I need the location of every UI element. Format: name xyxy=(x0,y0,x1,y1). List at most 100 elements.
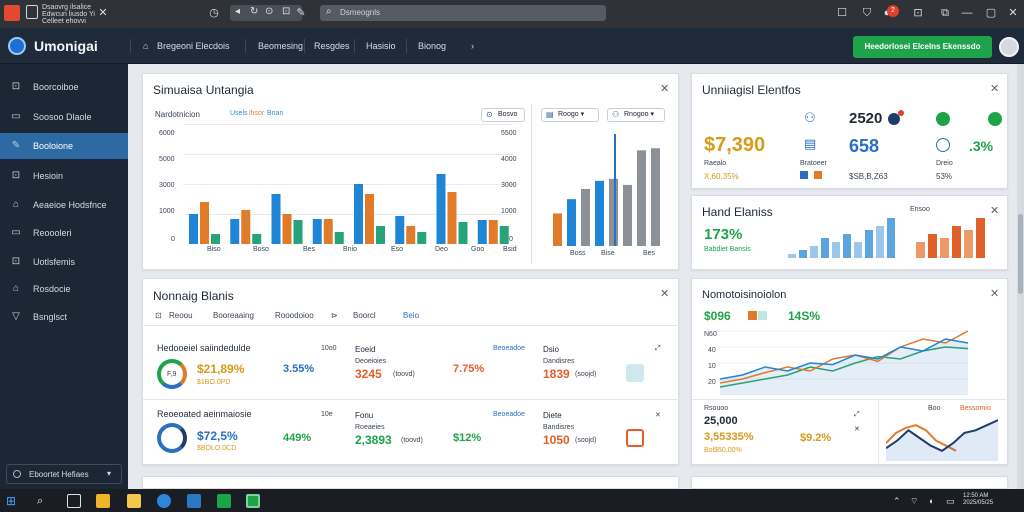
bar xyxy=(637,150,646,246)
expand-icon[interactable]: ⤢ xyxy=(854,411,860,418)
maximize-icon[interactable]: ▢ xyxy=(985,7,997,19)
edit-icon[interactable]: ✎ xyxy=(296,7,306,19)
volume-icon[interactable]: ◖ xyxy=(928,496,934,506)
home-icon[interactable]: ⌂ xyxy=(143,41,149,51)
scrollbar-thumb[interactable] xyxy=(1018,214,1023,294)
legend-item: Usels xyxy=(230,110,248,117)
y-tick: 1000 xyxy=(159,208,175,215)
tab-beio[interactable]: Beio xyxy=(403,311,420,320)
dropdown-label: Rnogoo xyxy=(624,111,649,118)
tile-icon[interactable]: ⊡ xyxy=(913,7,923,19)
start-icon[interactable]: ⊞ xyxy=(6,494,17,508)
close-icon[interactable]: ✕ xyxy=(98,7,108,19)
group-dropdown[interactable]: ⚇ Rnogoo ▾ xyxy=(607,108,665,122)
link-icon[interactable]: ⊙ xyxy=(265,6,274,17)
document-icon xyxy=(26,5,38,19)
sidebar-item-5[interactable]: ⌂ Aeaeioe Hodsfnce xyxy=(0,192,128,218)
battery-icon[interactable]: ▭ xyxy=(946,496,955,506)
search-icon[interactable]: ⌕ xyxy=(37,495,44,507)
close-icon[interactable]: ✕ xyxy=(990,205,1000,217)
task-view-icon[interactable] xyxy=(67,494,81,508)
bar xyxy=(609,178,618,246)
expand-icon[interactable]: ✕ xyxy=(655,412,661,419)
sidebar-item-7[interactable]: ⊡ Uotlsfemis xyxy=(0,249,128,275)
stat-label: 10o0 xyxy=(321,345,337,352)
chevron-right-icon[interactable]: › xyxy=(471,41,474,51)
image-icon[interactable] xyxy=(626,364,644,382)
y-tick: 10 xyxy=(708,363,716,370)
nav-link-3[interactable]: Resgdes xyxy=(314,41,350,51)
info-icon xyxy=(936,138,950,152)
sidebar-item-label: Aeaeioe Hodsfnce xyxy=(33,200,107,210)
close-icon[interactable]: ✕ xyxy=(990,288,1000,300)
browser-icon[interactable] xyxy=(157,494,171,508)
folder-icon[interactable] xyxy=(96,494,110,508)
refresh-icon[interactable]: ↻ xyxy=(250,6,259,17)
workspace-selector[interactable]: Eboortet Hefiaes ▾ xyxy=(6,464,122,484)
sidebar-item-8[interactable]: ⌂ Rosdocie xyxy=(0,276,128,302)
metric-footnote: $SB,B,Z63 xyxy=(849,172,888,181)
tab-reoou[interactable]: Reoou xyxy=(169,311,193,320)
tab-boorcl[interactable]: Boorcl xyxy=(353,311,376,320)
nav-link-2[interactable]: Beomesing xyxy=(258,41,304,51)
grouped-bar-chart xyxy=(183,124,513,244)
sidebar-item-4[interactable]: ⊡ Hesioin xyxy=(0,163,128,189)
trend-card: Hand Elaniss Ensoo ✕ 173% Babdiet Bansis xyxy=(691,195,1008,270)
sidebar-item-3[interactable]: ✎ Booloione xyxy=(0,133,128,159)
y-tick-right: 0 xyxy=(509,236,513,243)
legend-swatch-orange xyxy=(748,311,757,320)
sidebar-item-9[interactable]: ▽ Bsnglsct xyxy=(0,304,128,330)
shield-icon[interactable]: ⛉ xyxy=(862,7,872,19)
col-unit: (toovd) xyxy=(401,437,423,444)
square-icon[interactable]: ☐ xyxy=(837,7,847,19)
avatar[interactable] xyxy=(999,37,1019,57)
mail-icon[interactable] xyxy=(187,494,201,508)
clock[interactable]: 12:50 AM 2025/05/25 xyxy=(963,493,994,506)
close-icon[interactable]: ✕ xyxy=(660,83,670,95)
sidebar-item-2[interactable]: ▭ Soosoo Dlaole xyxy=(0,104,128,130)
minimize-icon[interactable]: — xyxy=(961,7,973,19)
tab-rooodoioo[interactable]: Rooodoioo xyxy=(275,311,314,320)
nav-link-5[interactable]: Bionog xyxy=(418,41,447,51)
history-icon[interactable]: ◷ xyxy=(209,7,219,19)
app-icon[interactable] xyxy=(246,494,260,508)
bar xyxy=(189,214,198,244)
window-icon: ▭ xyxy=(11,111,21,122)
search-icon: ⌕ xyxy=(326,6,332,17)
close-icon[interactable]: ✕ xyxy=(990,83,1000,95)
window-close-icon[interactable]: ✕ xyxy=(1008,7,1018,19)
wifi-icon[interactable]: ⌔ xyxy=(910,496,919,506)
files-icon[interactable] xyxy=(127,494,141,508)
primary-action-button[interactable]: Heedorlosei Elcelns Ekenssdo xyxy=(853,36,992,58)
expand-icon[interactable]: ✕ xyxy=(854,426,860,433)
bookmark-icon[interactable]: ⊡ xyxy=(282,6,291,17)
range-dropdown[interactable]: ▤ Roogo ▾ xyxy=(541,108,599,122)
chevron-up-icon[interactable]: ⌃ xyxy=(893,496,901,506)
back-icon[interactable]: ◂ xyxy=(235,6,241,17)
tab-filter[interactable]: ⊳ xyxy=(331,311,338,320)
status-dot xyxy=(888,113,900,125)
tab-booreaaing[interactable]: Booreaaing xyxy=(213,311,254,320)
row-heading: Reoeoated aeinmaiosie xyxy=(157,409,252,419)
sheet-icon[interactable] xyxy=(217,494,231,508)
bar xyxy=(282,214,292,244)
share-icon[interactable]: ⧉ xyxy=(941,7,949,19)
title-bar: Dsaovrg ilsalice Edwcun liusdo Yi Cellee… xyxy=(0,0,1024,28)
sidebar-item-6[interactable]: ▭ Reoooleri xyxy=(0,220,128,246)
nav-link-4[interactable]: Hasisio xyxy=(366,41,396,51)
camera-icon[interactable] xyxy=(626,429,644,447)
search-bar[interactable]: ⌕ Dsmeognls xyxy=(320,5,606,21)
close-icon[interactable]: ✕ xyxy=(660,288,670,300)
nav-link-1[interactable]: Bregeoni Elecdois xyxy=(157,41,230,51)
sidebar-item-1[interactable]: ⊡ Boorcoiboe xyxy=(0,74,128,100)
legend-swatch-orange xyxy=(814,171,822,179)
scrollbar[interactable] xyxy=(1017,64,1024,489)
expand-icon[interactable]: ⤢ xyxy=(655,345,661,352)
col-unit: (toovd) xyxy=(393,371,415,378)
x-tick: Bise xyxy=(601,250,615,257)
filter-button[interactable]: ⊙ Bosvo xyxy=(481,108,525,122)
bar xyxy=(843,234,851,258)
stat-value: 449% xyxy=(283,432,312,444)
col-sub: Bandisres xyxy=(543,424,575,431)
y-tick: 20 xyxy=(708,379,716,386)
